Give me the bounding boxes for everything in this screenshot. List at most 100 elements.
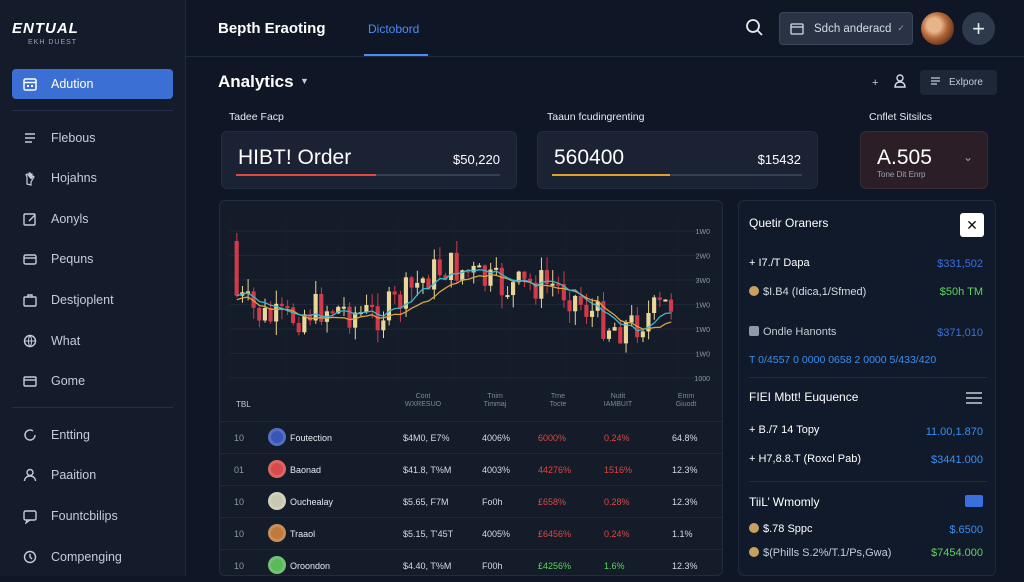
list-icon <box>930 76 941 89</box>
user-add-icon[interactable] <box>892 73 908 89</box>
sidebar-item-label: Fountcbilips <box>51 508 118 523</box>
divider <box>12 109 173 111</box>
candle <box>606 330 612 339</box>
candle <box>296 323 301 333</box>
card-value: A.505 <box>877 146 932 169</box>
section-title: TiiL’ Wmomly <box>749 495 820 509</box>
column-header[interactable]: Nutit IAMBUIT <box>603 393 633 408</box>
price-cell: $41.8, T%M <box>403 465 452 475</box>
table-row[interactable]: 10 Traaol $5.15, T'45T 4005% £6456% 0.24% 1.1% <box>220 517 722 549</box>
stat-card[interactable]: A.505 Tone Dit Enrp ⌄ <box>860 131 988 189</box>
order-line: T 0/4557 0 0000 0658 2 0000 5/433/420 <box>749 354 937 366</box>
add-icon[interactable]: + <box>872 77 879 89</box>
account-select[interactable]: Sdch anderacd ✓ <box>779 12 913 45</box>
change-cell: £6456% <box>538 529 572 539</box>
divider <box>749 481 987 482</box>
sidebar-item-what[interactable]: What <box>12 326 173 356</box>
stat-card[interactable]: HIBT! Order $50,220 <box>221 131 517 189</box>
search-icon[interactable] <box>745 18 765 38</box>
sidebar-item-label: Hojahns <box>51 171 97 186</box>
sidebar-item-paaition[interactable]: Paaition <box>12 460 173 490</box>
candle <box>612 327 617 331</box>
sidebar-item-gome[interactable]: Gome <box>12 366 173 396</box>
table-row[interactable]: 10 Ouchealay $5.65, F7M Fo0h £658% 0.28% 12.3% <box>220 485 722 517</box>
candle <box>460 270 465 281</box>
change-cell: 0.28% <box>604 497 630 507</box>
sidebar-item-flebous[interactable]: Flebous <box>12 123 173 153</box>
name-cell: Traaol <box>290 529 316 539</box>
candle <box>245 291 251 294</box>
table-row[interactable]: 10 Foutection $4M0, E7% 4006% 6000% 0.24% 64.8… <box>220 421 722 453</box>
candle <box>657 297 662 300</box>
candle <box>262 308 267 321</box>
change-cell: 44276% <box>538 465 572 475</box>
card-amount: $50,220 <box>453 152 500 167</box>
candle <box>279 303 284 307</box>
table-row[interactable]: 01 Baonad $41.8, T%M 4003% 44276% 1516% 12.3% <box>220 453 722 485</box>
box-icon <box>21 372 39 390</box>
column-header[interactable]: Cont WXRESUO <box>404 393 442 408</box>
order-value: $.6500 <box>949 524 983 536</box>
card-amount: $15432 <box>757 152 801 167</box>
y-tick-label: 2W0 <box>696 254 711 261</box>
avatar[interactable] <box>921 12 954 45</box>
candle <box>578 295 583 305</box>
candle <box>623 322 628 344</box>
order-line[interactable]: + I7./T Dapa <box>749 257 810 269</box>
card-subtext: Tone Dit Enrp <box>877 170 926 179</box>
candle <box>494 267 499 270</box>
y-tick-label: 1W0 <box>696 352 711 359</box>
sidebar-item-label: Aonyls <box>51 211 89 226</box>
menu-icon[interactable] <box>965 391 983 409</box>
globe-icon <box>21 332 39 350</box>
sidebar-item-aonyls[interactable]: Aonyls <box>12 204 173 234</box>
order-line[interactable]: Ondle Hanonts <box>749 326 836 338</box>
chevron-down-icon[interactable]: ⌄ <box>962 150 973 164</box>
order-line[interactable]: $(Phills S.2%/T.1/Ps,Gwa) <box>749 547 891 559</box>
name-cell: Baonad <box>290 465 322 475</box>
order-value: 11.00,1.870 <box>925 426 983 438</box>
price-cell: $5.65, F7M <box>403 497 449 507</box>
column-header[interactable]: TBL <box>236 400 251 409</box>
folder-icon <box>21 250 39 268</box>
candle <box>291 307 296 324</box>
coin-icon <box>749 547 759 557</box>
candle <box>257 307 262 321</box>
sidebar-item-hojahns[interactable]: Hojahns <box>12 163 173 193</box>
y-tick-label: 1W0 <box>696 303 711 310</box>
table-row[interactable]: 10 Oroondon $4.40, T%M F00h £4256% 1.6% 12.3% <box>220 549 722 575</box>
table-header: TBL Cont WXRESUO Tnim Timmaj Trne Tocte Nuti… <box>220 387 722 417</box>
sidebar-item-destjoplent[interactable]: Destjoplent <box>12 285 173 315</box>
name-cell: Oroondon <box>290 561 331 571</box>
column-header[interactable]: Trne Tocte <box>549 393 567 408</box>
logo-subtext: EKH DUEST <box>28 39 78 46</box>
sidebar-item-fountcbilips[interactable]: Fountcbilips <box>12 501 173 531</box>
logo: ENTUAL EKH DUEST <box>12 20 79 46</box>
close-button[interactable]: ✕ <box>960 213 984 237</box>
candle <box>471 265 476 273</box>
sidebar-item-compenging[interactable]: Compenging <box>12 542 173 572</box>
sidebar: ENTUAL EKH DUEST Adution Flebous Hojahns… <box>0 0 186 576</box>
percent-cell: 12.3% <box>672 465 698 475</box>
coin-icon <box>268 524 286 542</box>
order-label: $(Phills S.2%/T.1/Ps,Gwa) <box>763 547 892 559</box>
card-icon[interactable] <box>965 495 983 507</box>
column-header[interactable]: Emm Giuodt <box>675 393 697 408</box>
tab-dashboard[interactable]: Dictobord <box>368 22 420 36</box>
order-value: $7454.000 <box>931 547 983 559</box>
explore-button[interactable]: Exlpore <box>920 70 997 95</box>
order-line[interactable]: + B./7 14 Topy <box>749 424 820 436</box>
column-header[interactable]: Tnim Timmaj <box>483 393 507 408</box>
sidebar-item-pequns[interactable]: Pequns <box>12 244 173 274</box>
chevron-down-icon[interactable]: ▼ <box>300 76 309 86</box>
sidebar-item-label: Pequns <box>51 252 94 267</box>
stat-card[interactable]: 560400 $15432 <box>537 131 818 189</box>
panel-title: Quetir Oraners <box>749 216 829 230</box>
order-line[interactable]: + H7,8.8.T (Roxcl Pab) <box>749 453 861 465</box>
order-line[interactable]: $I.B4 (Idica,1/Sfmed) <box>749 286 866 298</box>
order-line[interactable]: $.78 Sppc <box>749 523 813 535</box>
sidebar-item-adution[interactable]: Adution <box>12 69 173 99</box>
sidebar-item-entting[interactable]: Entting <box>12 420 173 450</box>
add-button[interactable]: + <box>962 12 995 45</box>
lock-icon <box>749 326 759 336</box>
